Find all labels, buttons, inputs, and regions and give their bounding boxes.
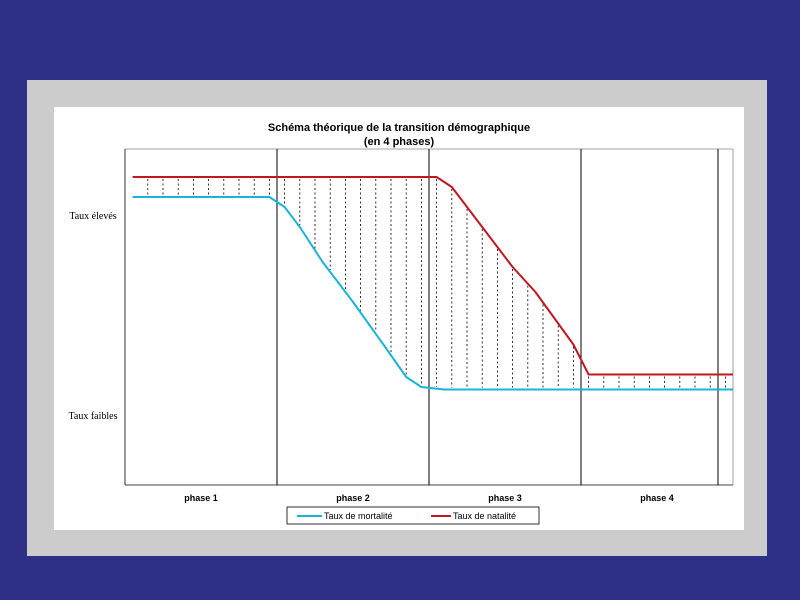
legend-label-mortalite: Taux de mortalité [324, 511, 393, 521]
phase-label-4: phase 4 [640, 493, 674, 503]
natalite-line [132, 176, 733, 376]
transition-chart: Schéma théorique de la transition démogr… [68, 122, 734, 525]
legend-box [286, 506, 540, 525]
series-lines [132, 176, 733, 391]
y-label-high: Taux élevés [69, 211, 116, 222]
mortalite-line [132, 196, 733, 391]
chart-panel: Schéma théorique de la transition démogr… [54, 107, 744, 530]
phase-label-3: phase 3 [488, 493, 522, 503]
hatching [147, 179, 726, 388]
legend-label-natalite: Taux de natalité [453, 511, 516, 521]
chart-title-line2: (en 4 phases) [364, 136, 435, 148]
phase-labels: phase 1 phase 2 phase 3 phase 4 [184, 493, 674, 503]
y-label-low: Taux faibles [68, 411, 117, 422]
phase-label-1: phase 1 [184, 493, 218, 503]
plot-frame [124, 148, 734, 486]
legend: Taux de mortalité Taux de natalité [286, 506, 540, 525]
chart-title-line1: Schéma théorique de la transition démogr… [268, 122, 530, 134]
phase-label-2: phase 2 [336, 493, 370, 503]
